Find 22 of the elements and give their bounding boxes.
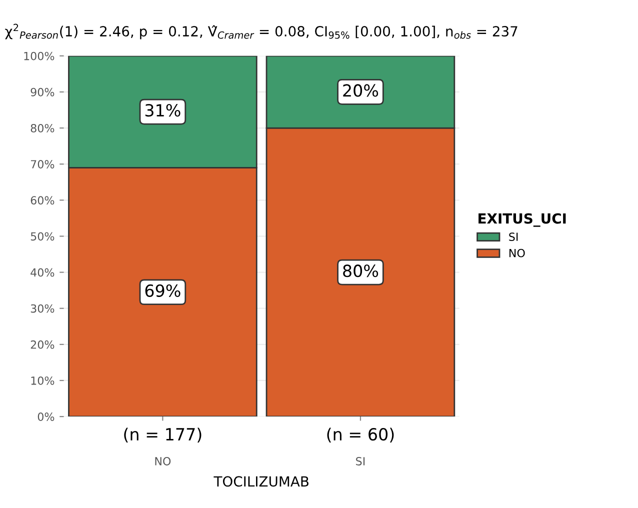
chart-title: χ$^{2}$$_{Pearson}$(1) = 2.46, p = 0.12, V̂$_{Cramer}$ = 0.08, CI$_{95%}$ [0.00, 1.00], n$_{obs}$ = 237 (5, 24, 518, 40)
y-tick-label: 80% (30, 124, 54, 132)
data-label: 31% (145, 104, 180, 117)
legend-label: NO (509, 248, 525, 258)
data-label: 80% (343, 264, 378, 278)
y-tick-label: 70% (30, 160, 54, 168)
x-axis-title: TOCILIZUMAB (214, 476, 308, 487)
y-tick-label: 90% (30, 88, 54, 96)
data-label: 20% (343, 84, 378, 97)
y-tick-label: 0% (38, 412, 54, 421)
text: (n = 60) (327, 428, 394, 443)
y-tick-label: 20% (30, 340, 54, 349)
y-tick-label: 10% (31, 376, 54, 385)
y-tick-label: 60% (30, 196, 54, 205)
y-tick-label: 100% (24, 52, 54, 60)
y-tick-label: 30% (30, 304, 54, 313)
text: (n = 177) (124, 428, 202, 443)
y-tick-label: 50% (30, 232, 54, 241)
legend-label: SI (509, 232, 518, 241)
legend-title: EXITUS_UCI (478, 213, 566, 227)
y-tick-label: 40% (30, 268, 54, 277)
data-label: 69% (145, 284, 180, 297)
